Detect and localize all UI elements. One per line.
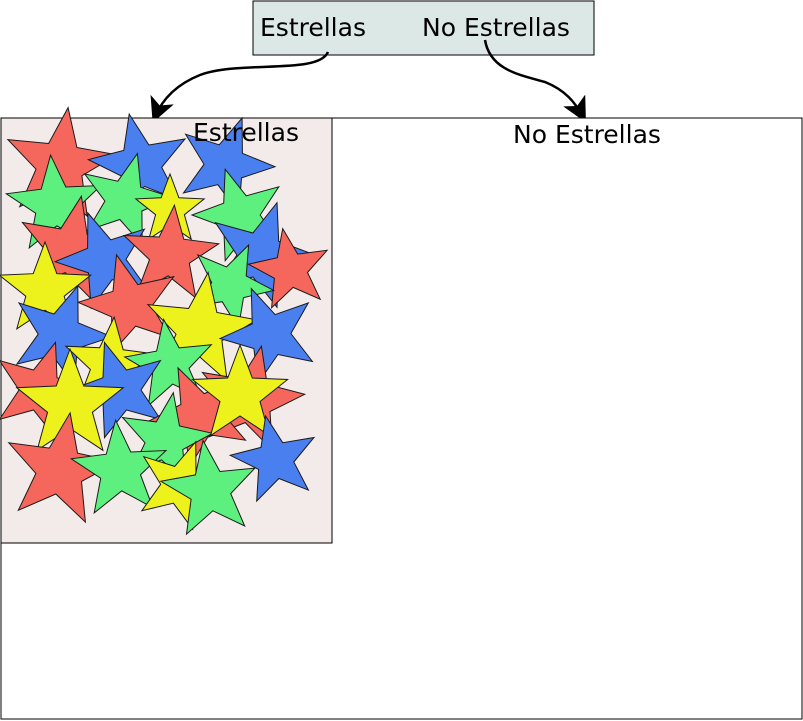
arrow-to-no-stars — [483, 39, 586, 123]
green-star — [159, 439, 257, 536]
arrow-to-stars — [150, 51, 330, 123]
yellow-star — [191, 343, 289, 437]
red-star — [122, 203, 221, 300]
blue-star — [182, 116, 277, 215]
blue-star — [228, 414, 316, 503]
blue-star — [218, 287, 314, 385]
no-stars-panel-title: No Estrellas — [513, 120, 661, 149]
header-label-no-stars: No Estrellas — [422, 13, 570, 42]
stars-pile — [0, 106, 329, 536]
blue-star — [214, 201, 317, 309]
yellow-star — [0, 240, 93, 330]
green-star — [69, 418, 168, 515]
stars-panel-title: Estrellas — [193, 118, 299, 147]
red-star — [76, 253, 175, 355]
header-label-stars: Estrellas — [260, 13, 366, 42]
green-star — [190, 243, 276, 330]
header-box — [252, 0, 595, 56]
red-star — [246, 227, 329, 309]
blue-star — [53, 211, 148, 310]
